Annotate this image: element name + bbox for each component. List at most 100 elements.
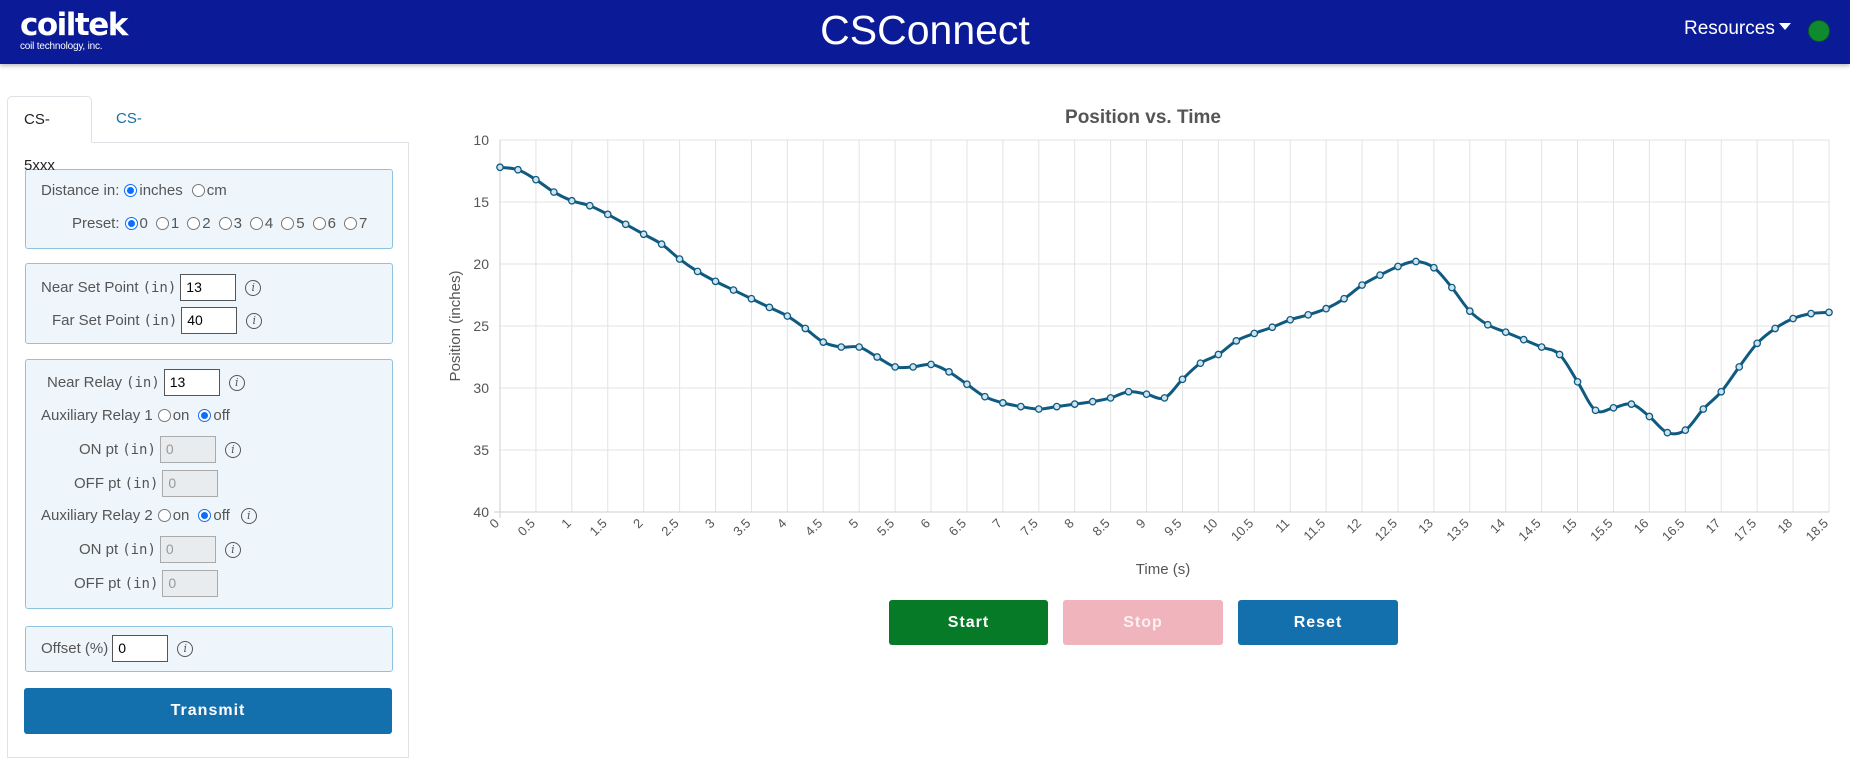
data-point <box>1771 324 1779 333</box>
data-point <box>1232 337 1241 345</box>
offset-row: Offset (%) 0 i <box>41 635 194 662</box>
radio-aux2-off[interactable] <box>198 509 212 522</box>
start-button[interactable]: Start <box>889 600 1048 645</box>
aux2-on-pt-input[interactable]: 0 <box>159 536 216 563</box>
radio-inches-label: inches <box>139 182 183 199</box>
radio-preset-4[interactable] <box>249 217 263 230</box>
data-point <box>891 363 899 371</box>
x-tick-label: 12.5 <box>1372 516 1401 545</box>
data-point <box>1735 363 1744 371</box>
data-point <box>585 201 594 210</box>
aux-relay-2-row: Auxiliary Relay 2 on off i <box>41 507 257 524</box>
data-point <box>550 188 558 196</box>
far-set-point-unit: (in) <box>143 312 178 329</box>
info-icon[interactable]: i <box>224 541 241 558</box>
data-point <box>1483 320 1492 329</box>
data-point <box>1681 426 1690 435</box>
data-point <box>1663 428 1672 437</box>
tab-cs-62xx[interactable]: CS-62xx <box>116 110 148 173</box>
offset-input[interactable]: 0 <box>112 635 169 662</box>
data-point <box>1699 405 1708 413</box>
data-point <box>1088 397 1097 406</box>
data-point <box>819 338 828 346</box>
info-icon[interactable]: i <box>246 312 263 329</box>
x-tick-label: 5.5 <box>874 516 897 539</box>
y-tick-label: 10 <box>473 132 489 148</box>
info-icon[interactable]: i <box>228 374 245 391</box>
data-point <box>1501 328 1510 337</box>
x-tick-label: 10.5 <box>1228 516 1257 545</box>
near-set-point-row: Near Set Point (in) 13 i <box>41 274 262 301</box>
preset-2-label: 2 <box>202 215 211 232</box>
data-point <box>747 294 756 303</box>
preset-7-label: 7 <box>358 215 368 232</box>
on-pt-unit: (in) <box>122 541 156 558</box>
radio-cm[interactable] <box>191 184 205 197</box>
x-tick-label: 10 <box>1200 516 1221 537</box>
x-tick-label: 15.5 <box>1587 516 1616 545</box>
x-tick-label: 9 <box>1133 516 1149 532</box>
data-point <box>1106 394 1115 402</box>
data-point <box>1591 406 1600 415</box>
data-point <box>1717 387 1726 396</box>
data-point <box>837 343 846 351</box>
radio-preset-7[interactable] <box>343 217 357 230</box>
on-pt-label: ON pt <box>79 541 119 558</box>
x-tick-label: 13.5 <box>1443 516 1472 545</box>
info-icon[interactable]: i <box>245 279 262 296</box>
tab-cs-5xxx[interactable]: CS-5xxx <box>7 96 92 174</box>
near-relay-input[interactable]: 13 <box>163 369 220 396</box>
radio-aux1-on[interactable] <box>157 409 171 422</box>
radio-preset-6[interactable] <box>312 217 326 230</box>
data-point <box>1178 375 1187 384</box>
info-icon[interactable]: i <box>224 441 241 458</box>
off-pt-unit: (in) <box>124 575 159 592</box>
data-point <box>801 324 810 333</box>
radio-preset-3[interactable] <box>218 217 232 230</box>
data-point <box>1304 310 1313 319</box>
resources-label: Resources <box>1684 18 1775 39</box>
radio-preset-5[interactable] <box>281 217 295 230</box>
aux1-on-pt-input[interactable]: 0 <box>159 436 216 463</box>
radio-cm-label: cm <box>206 182 227 199</box>
info-icon[interactable]: i <box>240 507 257 524</box>
aux1-on-label: on <box>172 407 190 424</box>
x-tick-label: 8 <box>1061 516 1077 532</box>
radio-preset-2[interactable] <box>187 217 201 230</box>
aux2-off-pt-input[interactable]: 0 <box>162 570 219 597</box>
logo-tagline: coil technology, inc. <box>20 41 103 52</box>
set-points-group: Near Set Point (in) 13 i Far Set Point (… <box>25 263 393 344</box>
x-tick-label: 4 <box>774 516 790 532</box>
x-tick-label: 3.5 <box>730 516 753 539</box>
radio-aux2-on[interactable] <box>157 509 171 522</box>
near-relay-unit: (in) <box>126 374 160 391</box>
data-point <box>621 220 630 229</box>
y-tick-label: 25 <box>473 318 489 334</box>
coiltek-logo[interactable]: coiltek coil technology, inc. <box>20 8 128 52</box>
near-set-point-input[interactable]: 13 <box>180 274 237 301</box>
data-point <box>1573 377 1582 386</box>
near-set-point-unit: (in) <box>142 279 177 296</box>
x-tick-label: 14.5 <box>1515 516 1544 545</box>
info-icon[interactable]: i <box>177 640 194 657</box>
radio-aux1-off[interactable] <box>198 409 212 422</box>
data-point <box>1268 323 1277 332</box>
aux1-off-pt-input[interactable]: 0 <box>162 470 219 497</box>
radio-preset-0[interactable] <box>124 217 138 230</box>
resources-dropdown[interactable]: Resources <box>1684 18 1791 40</box>
data-point <box>981 392 989 401</box>
x-tick-label: 7.5 <box>1018 516 1041 539</box>
top-navbar: coiltek coil technology, inc. CSConnect … <box>0 0 1850 64</box>
data-point <box>1358 281 1366 289</box>
transmit-button[interactable]: Transmit <box>24 688 392 734</box>
reset-button[interactable]: Reset <box>1238 600 1398 645</box>
near-relay-row: Near Relay (in) 13 i <box>47 369 245 396</box>
stop-button[interactable]: Stop <box>1063 600 1223 645</box>
preset-row: Preset: 0 1 2 3 4 5 6 7 <box>72 215 376 232</box>
x-tick-label: 0.5 <box>515 516 538 539</box>
radio-inches[interactable] <box>124 184 138 197</box>
aux2-on-label: on <box>172 507 190 524</box>
radio-preset-1[interactable] <box>155 217 169 230</box>
off-pt-label: OFF pt <box>74 475 121 492</box>
far-set-point-input[interactable]: 40 <box>181 307 238 334</box>
